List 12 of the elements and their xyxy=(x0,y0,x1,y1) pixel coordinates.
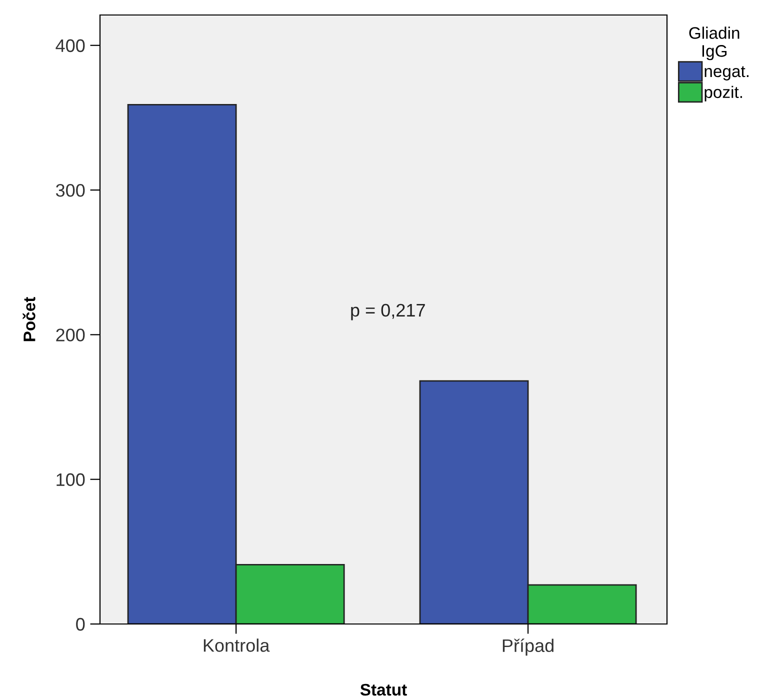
y-tick-label: 0 xyxy=(76,618,85,631)
y-tick-label: 200 xyxy=(56,328,85,342)
annotation: p = 0,217 xyxy=(351,304,425,320)
x-axis-title: Statut xyxy=(360,684,407,696)
y-tick-label: 300 xyxy=(56,184,85,197)
y-tick-label: 100 xyxy=(56,473,85,486)
x-tick-label: Kontrola xyxy=(204,638,270,652)
y-axis-title: Počet xyxy=(22,297,36,342)
y-tick-label: 400 xyxy=(56,39,85,52)
legend-label: negat. xyxy=(704,66,748,80)
x-tick-label: Případ xyxy=(502,638,554,656)
legend-label: pozit. xyxy=(704,86,742,102)
